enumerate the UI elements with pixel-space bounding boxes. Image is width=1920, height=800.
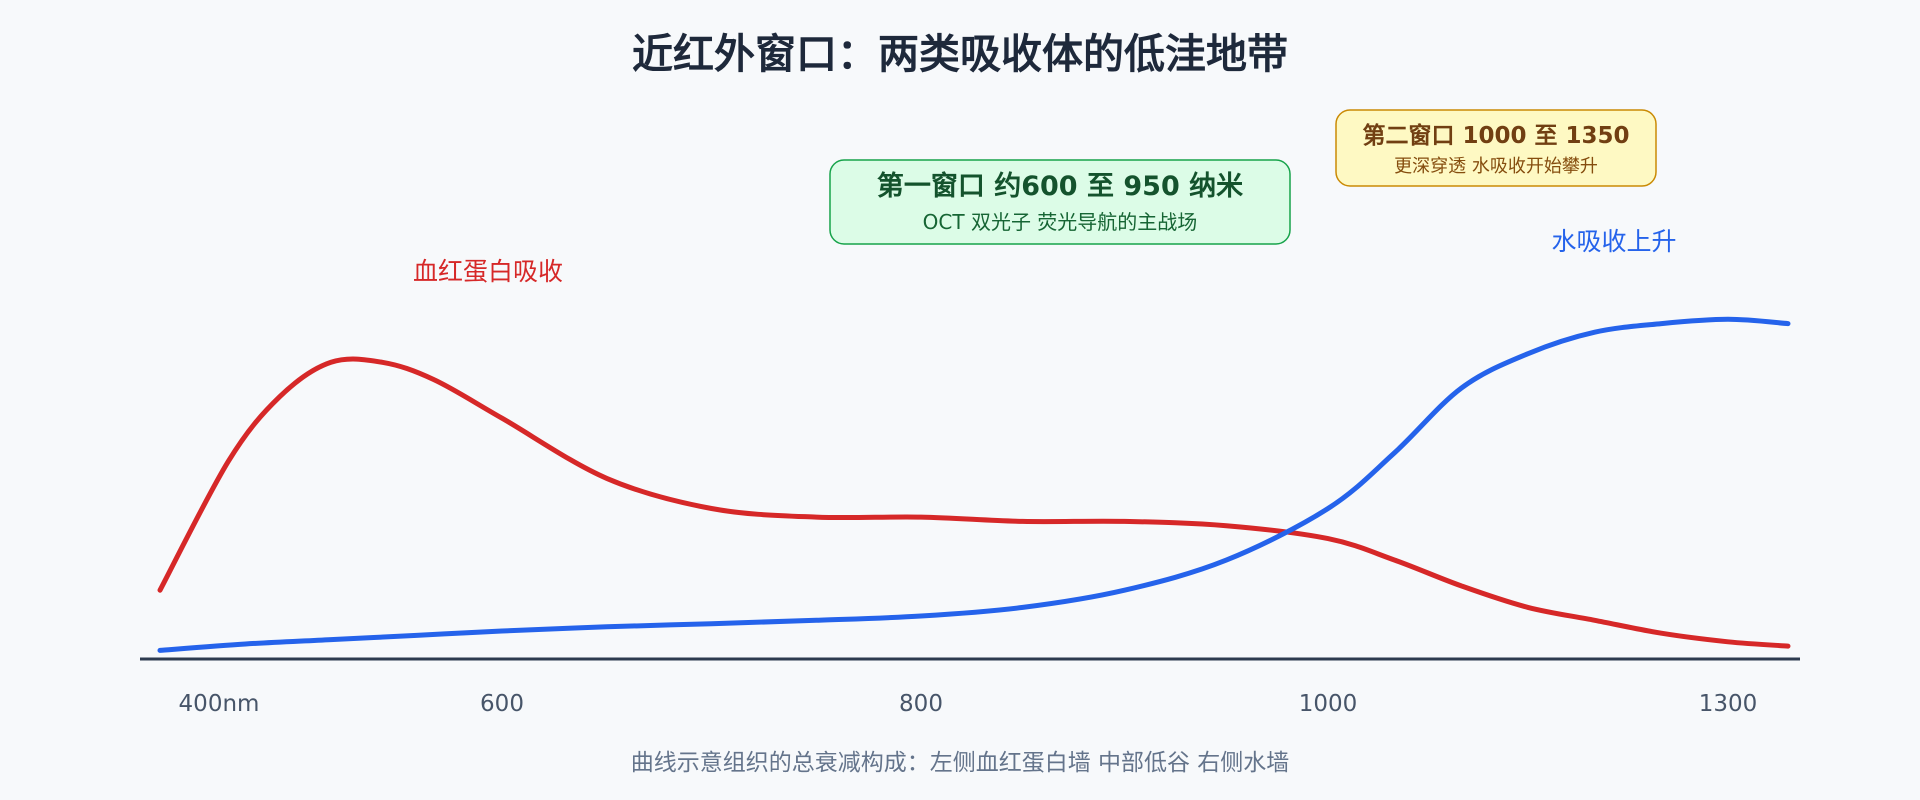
series-label-hemoglobin: 血红蛋白吸收 <box>413 257 563 286</box>
chart-title: 近红外窗口：两类吸收体的低洼地带 <box>632 30 1288 78</box>
series-layer <box>157 316 1791 653</box>
x-tick-label: 400nm <box>179 691 260 717</box>
series-line-water <box>157 316 1791 653</box>
first-window-annotation: 第一窗口 约600 至 950 纳米 OCT 双光子 荧光导航的主战场 <box>829 159 1291 245</box>
x-tick-label: 600 <box>480 691 524 717</box>
x-tick-layer: 400nm 600 800 1000 1300 <box>179 691 1758 717</box>
x-tick-label: 800 <box>899 691 943 717</box>
first-window-subtitle: OCT 双光子 荧光导航的主战场 <box>923 210 1198 234</box>
second-window-annotation: 第二窗口 1000 至 1350 更深穿透 水吸收开始攀升 <box>1335 109 1657 187</box>
first-window-box <box>829 159 1291 245</box>
first-window-title: 第一窗口 约600 至 950 纳米 <box>877 170 1243 202</box>
second-window-title: 第二窗口 1000 至 1350 <box>1362 122 1629 149</box>
series-label-layer: 血红蛋白吸收 水吸收上升 <box>413 227 1677 286</box>
second-window-box <box>1335 109 1657 187</box>
series-label-water: 水吸收上升 <box>1551 227 1676 256</box>
x-tick-label: 1000 <box>1299 691 1358 717</box>
series-line-hemoglobin <box>157 356 1791 649</box>
x-tick-label: 1300 <box>1699 691 1758 717</box>
chart-caption: 曲线示意组织的总衰减构成：左侧血红蛋白墙 中部低谷 右侧水墙 <box>631 750 1290 776</box>
second-window-subtitle: 更深穿透 水吸收开始攀升 <box>1394 156 1598 177</box>
